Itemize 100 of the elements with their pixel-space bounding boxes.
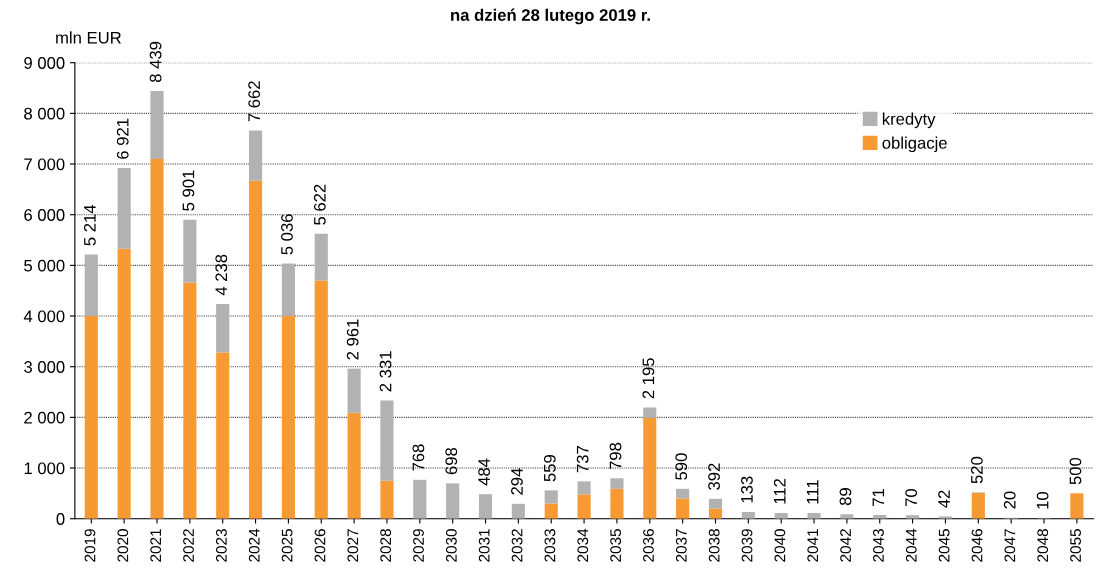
- total-label: 484: [478, 458, 490, 486]
- bar: [314, 233, 328, 281]
- x-tick-label: 2022: [183, 529, 194, 562]
- bar: [643, 417, 657, 519]
- x-tick-label: 2019: [84, 529, 96, 562]
- bar: [248, 130, 263, 181]
- total-label: 2 195: [642, 358, 655, 399]
- y-tick-label: 6 000: [24, 209, 65, 221]
- x-tick-label: 2046: [971, 529, 983, 562]
- total-label: 4 238: [215, 254, 228, 296]
- x-tick-label: 2048: [1037, 529, 1049, 562]
- x-tick-label: 2035: [610, 529, 622, 562]
- total-label: 500: [1069, 457, 1082, 485]
- x-tick-label: 2021: [150, 529, 162, 562]
- bar: [610, 488, 624, 519]
- bar: [281, 316, 295, 519]
- total-label: 8 439: [149, 41, 162, 83]
- total-label: 111: [806, 480, 819, 504]
- bar: [1070, 493, 1084, 519]
- total-label: 10: [1036, 491, 1049, 509]
- y-tick-label: 9 000: [24, 57, 65, 69]
- x-tick-label: 2039: [741, 529, 753, 562]
- total-label: 520: [970, 456, 983, 484]
- bar: [511, 503, 525, 519]
- bar: [216, 352, 230, 519]
- total-label: 294: [511, 468, 523, 495]
- x-tick-label: 2047: [1004, 529, 1016, 562]
- total-label: 798: [609, 442, 622, 470]
- bar: [577, 481, 591, 495]
- bar: [971, 492, 985, 519]
- bar: [610, 478, 624, 489]
- total-label: 768: [412, 444, 425, 471]
- total-label: 42: [938, 490, 950, 508]
- x-tick-label: 2030: [445, 529, 457, 562]
- x-tick-label: 2025: [281, 529, 293, 562]
- total-label: 7 662: [248, 81, 261, 122]
- x-tick-label: 2033: [544, 529, 556, 562]
- bar: [183, 282, 197, 519]
- x-tick-label: 2037: [675, 529, 687, 562]
- bar: [314, 280, 328, 519]
- total-label: 112: [773, 478, 786, 504]
- x-tick-label: 2036: [643, 529, 654, 562]
- y-axis-title: mln EUR: [56, 31, 121, 44]
- total-label: 2 961: [346, 319, 359, 360]
- bar: [216, 303, 230, 353]
- bar: [347, 412, 361, 519]
- total-label: 89: [839, 488, 852, 506]
- total-label: 559: [543, 455, 556, 482]
- y-tick-label: 1 000: [24, 462, 65, 475]
- total-label: 70: [905, 488, 918, 506]
- x-tick-label: 2027: [347, 529, 359, 562]
- x-tick-label: 2040: [774, 529, 786, 562]
- total-label: 5 901: [182, 170, 195, 211]
- bar: [84, 254, 98, 317]
- x-tick-label: 2023: [215, 529, 227, 562]
- bar: [380, 480, 394, 519]
- total-label: 133: [741, 476, 753, 503]
- x-tick-label: 2034: [577, 528, 589, 562]
- bar: [446, 483, 460, 519]
- x-tick-label: 2043: [873, 529, 884, 562]
- bar: [413, 479, 427, 519]
- y-tick-label: 8 000: [24, 107, 65, 120]
- bar: [84, 316, 98, 519]
- total-label: 392: [708, 463, 720, 490]
- bar: [807, 513, 821, 519]
- x-tick-label: 2044: [905, 528, 917, 562]
- total-label: 5 036: [281, 214, 293, 255]
- bar: [281, 263, 295, 317]
- x-tick-label: 2042: [840, 529, 851, 562]
- x-tick-label: 2028: [380, 529, 392, 562]
- bar: [643, 407, 657, 418]
- chart-title: na dzień 28 lutego 2019 r.: [451, 8, 650, 25]
- bar: [676, 488, 690, 499]
- bar: [708, 498, 723, 509]
- bar: [248, 180, 263, 519]
- bar: [117, 168, 131, 249]
- y-tick-label: 7 000: [24, 158, 65, 171]
- y-tick-label: 2 000: [24, 411, 65, 424]
- x-tick-label: 2032: [511, 529, 523, 562]
- bar: [150, 158, 164, 519]
- bar: [117, 248, 131, 519]
- x-tick-label: 2045: [938, 529, 950, 562]
- x-tick-label: 2020: [117, 529, 129, 562]
- y-tick-label: 0: [56, 513, 65, 525]
- legend-label: kredyty: [882, 112, 936, 129]
- x-tick-label: 2031: [478, 529, 490, 562]
- x-tick-label: 2038: [708, 529, 720, 562]
- x-tick-label: 2029: [413, 529, 424, 562]
- bar: [544, 503, 558, 519]
- total-label: 2 331: [379, 351, 392, 392]
- y-tick-label: 3 000: [24, 361, 65, 373]
- total-label: 71: [872, 489, 885, 506]
- bar: [380, 400, 394, 481]
- x-tick-label: 2026: [314, 529, 326, 562]
- x-tick-label: 2024: [248, 528, 260, 562]
- total-label: 590: [675, 453, 688, 480]
- x-tick-label: 2041: [807, 529, 819, 562]
- legend-label: obligacje: [882, 136, 947, 153]
- bar: [183, 219, 197, 283]
- total-label: 20: [1003, 491, 1016, 509]
